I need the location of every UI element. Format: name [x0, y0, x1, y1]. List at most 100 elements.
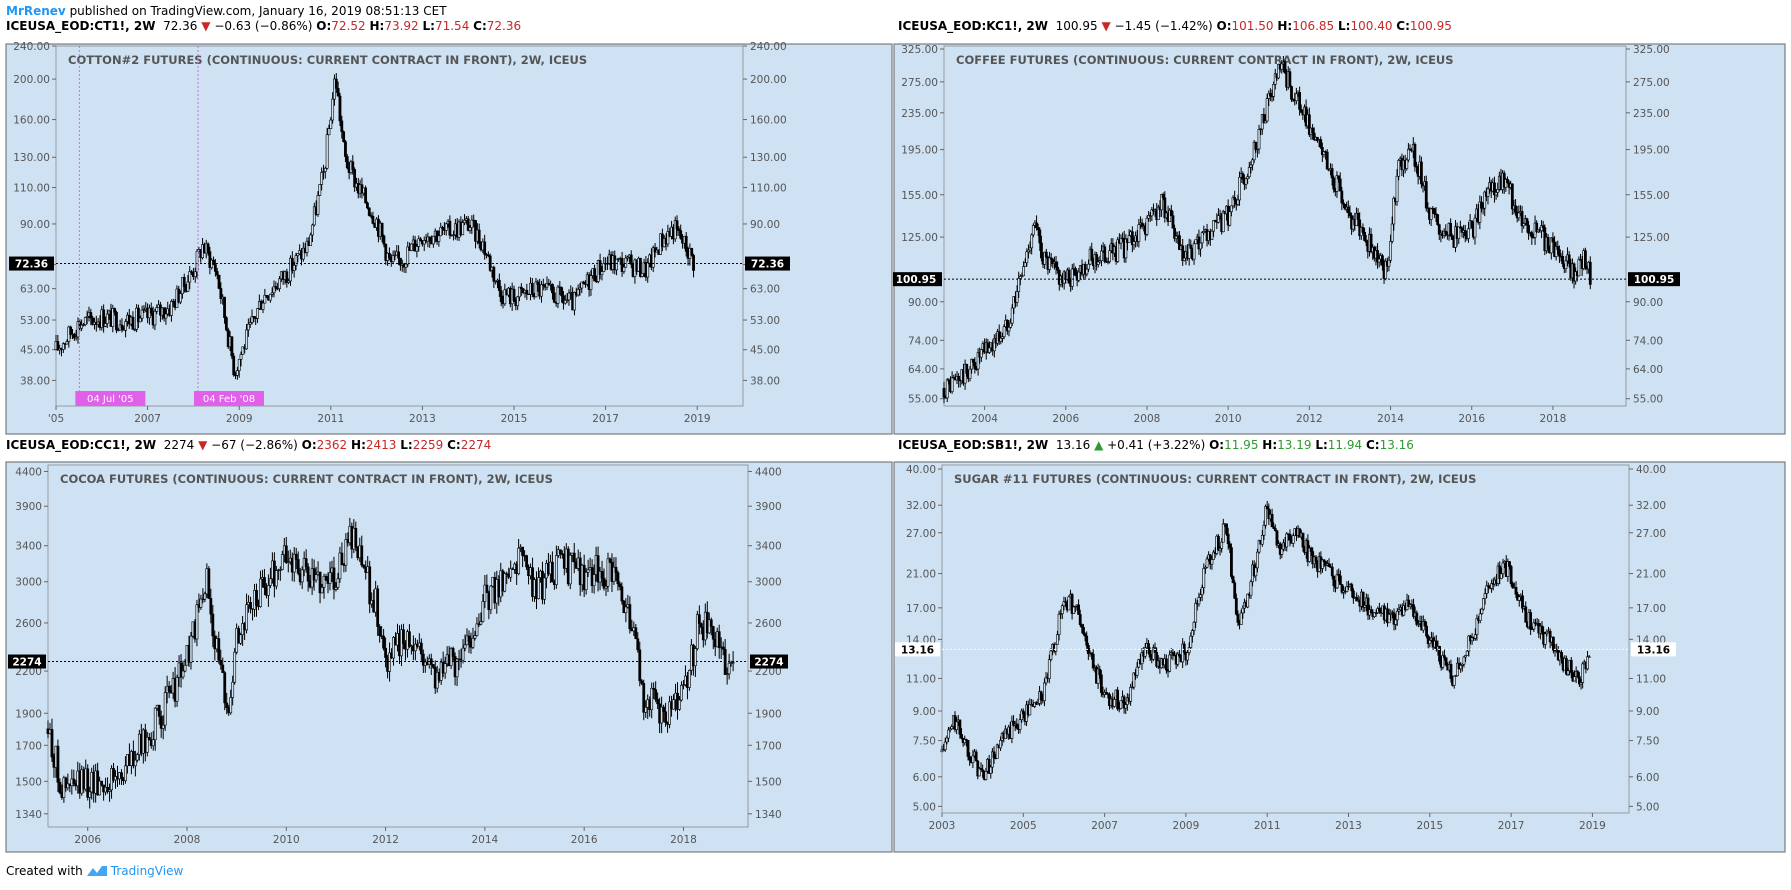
- price-chart[interactable]: COTTON#2 FUTURES (CONTINUOUS: CURRENT CO…: [0, 36, 893, 436]
- candle-body: [259, 578, 262, 607]
- candle-body: [466, 218, 470, 231]
- candle-body: [249, 602, 252, 609]
- candle-body: [1072, 606, 1076, 614]
- candle-body: [534, 281, 538, 298]
- symbol-name: ICEUSA_EOD:CC1!, 2W: [6, 438, 157, 452]
- candle-body: [1257, 540, 1261, 553]
- candle-body: [415, 246, 419, 252]
- candle-body: [598, 260, 602, 276]
- low-value: 11.94: [1327, 438, 1363, 452]
- candle-body: [175, 677, 179, 702]
- candle-body: [138, 317, 142, 323]
- candles: [54, 73, 695, 380]
- candle-body: [1241, 607, 1245, 614]
- symbol-header: ICEUSA_EOD:SB1!, 2W 13.16 ▲ +0.41 (+3.22…: [898, 438, 1414, 452]
- candle-body: [255, 590, 258, 606]
- candle-body: [721, 646, 725, 650]
- candle-body: [1464, 655, 1467, 658]
- candle-body: [88, 791, 92, 798]
- candle-body: [1112, 699, 1116, 707]
- price-tag-right: [1628, 272, 1680, 287]
- candle-body: [392, 637, 395, 659]
- date-marker-label: 04 Jul '05: [87, 394, 134, 405]
- price-chart[interactable]: SUGAR #11 FUTURES (CONTINUOUS: CURRENT C…: [893, 455, 1786, 855]
- cotton-chart-panel[interactable]: ICEUSA_EOD:CT1!, 2W 72.36 ▼ −0.63 (−0.86…: [0, 19, 893, 436]
- candle-body: [1143, 647, 1147, 657]
- candle-body: [664, 711, 667, 723]
- price-tag-left-label: 100.95: [896, 274, 937, 286]
- candle-body: [974, 751, 978, 762]
- candle-body: [1057, 613, 1061, 635]
- candle-body: [682, 684, 685, 686]
- candle-body: [626, 256, 629, 259]
- candle-body: [179, 293, 182, 303]
- candle-body: [1259, 128, 1263, 131]
- y-tick-label: 5.00: [1636, 801, 1659, 813]
- candle-body: [688, 670, 691, 688]
- direction-arrow-icon: ▼: [1101, 19, 1111, 33]
- candle-body: [250, 316, 254, 323]
- candle-body: [1218, 548, 1222, 551]
- candle-body: [164, 313, 168, 319]
- candle-body: [338, 552, 342, 580]
- date-marker-tag: [75, 391, 146, 406]
- y-tick-label: 160.00: [750, 115, 787, 127]
- candle-body: [1449, 664, 1453, 679]
- candle-body: [554, 555, 558, 585]
- author-link[interactable]: MrRenev: [6, 4, 66, 18]
- candle-body: [397, 251, 400, 259]
- candle-body: [1073, 605, 1077, 608]
- candle-body: [113, 307, 117, 313]
- candle-body: [620, 586, 624, 602]
- candle-body: [600, 271, 604, 276]
- candle-body: [1106, 261, 1110, 263]
- price-tag-left: [893, 272, 942, 287]
- coffee-chart-panel[interactable]: ICEUSA_EOD:KC1!, 2W 100.95 ▼ −1.45 (−1.4…: [893, 19, 1786, 436]
- cocoa-chart-panel[interactable]: ICEUSA_EOD:CC1!, 2W 2274 ▼ −67 (−2.86%) …: [0, 438, 893, 855]
- candle-body: [1260, 534, 1264, 545]
- candle-body: [322, 171, 325, 173]
- chart-frame: [5, 43, 893, 435]
- candle-body: [354, 527, 358, 548]
- y-tick-label: 90.00: [750, 219, 780, 231]
- candle-body: [1124, 238, 1128, 259]
- candle-body: [651, 247, 655, 268]
- candle-body: [452, 234, 455, 236]
- candle-body: [1525, 218, 1529, 226]
- candle-body: [223, 296, 226, 318]
- candle-body: [345, 156, 349, 169]
- y-tick-label: 155.00: [901, 190, 938, 202]
- candle-body: [1147, 643, 1150, 650]
- sugar-chart-panel[interactable]: ICEUSA_EOD:SB1!, 2W 13.16 ▲ +0.41 (+3.22…: [893, 438, 1786, 855]
- candle-body: [1549, 237, 1553, 254]
- last-price: 72.36: [163, 19, 198, 33]
- candle-body: [1137, 224, 1141, 242]
- candle-body: [1095, 254, 1099, 265]
- candle-body: [382, 235, 386, 245]
- candle-body: [1098, 260, 1102, 263]
- y-tick-label: 110.00: [13, 183, 50, 195]
- candle-body: [948, 728, 952, 731]
- candle-body: [1174, 235, 1178, 239]
- last-price: 2274: [163, 438, 195, 452]
- candle-body: [1436, 214, 1440, 225]
- candle-body: [1049, 257, 1053, 260]
- candle-body: [1475, 617, 1479, 635]
- candle-body: [111, 307, 115, 327]
- price-chart[interactable]: COCOA FUTURES (CONTINUOUS: CURRENT CONTR…: [0, 455, 893, 855]
- tradingview-link[interactable]: TradingView: [110, 864, 184, 878]
- candle-body: [135, 754, 139, 761]
- candle-body: [86, 768, 90, 798]
- candle-body: [1085, 635, 1089, 646]
- candle-body: [494, 280, 498, 283]
- candle-body: [618, 583, 622, 587]
- price-tag-left-label: 2274: [12, 657, 41, 669]
- candle-body: [284, 545, 288, 563]
- x-tick-label: 2006: [1052, 413, 1079, 425]
- y-tick-label: 1500: [15, 776, 42, 788]
- candle-body: [503, 573, 507, 592]
- candle-body: [294, 255, 298, 266]
- x-tick-label: 2012: [372, 834, 399, 846]
- candle-body: [995, 744, 999, 759]
- price-chart[interactable]: COFFEE FUTURES (CONTINUOUS: CURRENT CONT…: [893, 36, 1786, 436]
